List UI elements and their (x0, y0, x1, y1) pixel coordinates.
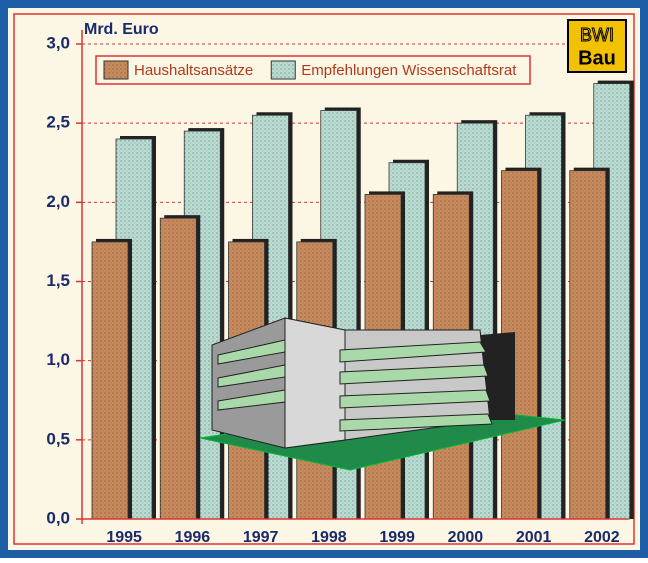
y-tick-label: 2,0 (46, 192, 70, 211)
x-tick-label: 1997 (243, 529, 279, 546)
bar-texture (570, 171, 606, 519)
y-tick-label: 0,5 (46, 429, 70, 448)
legend-swatch-texture (104, 61, 128, 79)
x-tick-label: 2001 (516, 529, 552, 546)
x-tick-label: 1996 (175, 529, 211, 546)
legend-label: Haushaltsansätze (134, 62, 253, 79)
x-tick-label: 1999 (379, 529, 415, 546)
legend-swatch-texture (271, 61, 295, 79)
logo-bottom: Bau (578, 47, 616, 69)
y-tick-label: 1,0 (46, 350, 70, 369)
legend-label: Empfehlungen Wissenschaftsrat (301, 62, 517, 79)
y-tick-label: 2,5 (46, 113, 70, 132)
y-tick-label: 1,5 (46, 271, 70, 290)
bar-texture (92, 242, 128, 519)
y-tick-label: 0,0 (46, 508, 70, 527)
y-axis-label: Mrd. Euro (84, 21, 159, 38)
x-tick-label: 2000 (448, 529, 484, 546)
x-tick-label: 1995 (106, 529, 142, 546)
chart: Mrd. Euro BWI Bau Haushaltsansätze Empfeh… (0, 0, 648, 558)
logo-top: BWI (580, 25, 614, 45)
x-tick-label: 1998 (311, 529, 347, 546)
y-tick-label: 3,0 (46, 33, 70, 52)
logo: BWI Bau (568, 20, 626, 72)
bar-texture (160, 218, 196, 519)
legend: Haushaltsansätze Empfehlungen Wissenschaf… (96, 56, 530, 84)
x-tick-label: 2002 (584, 529, 620, 546)
